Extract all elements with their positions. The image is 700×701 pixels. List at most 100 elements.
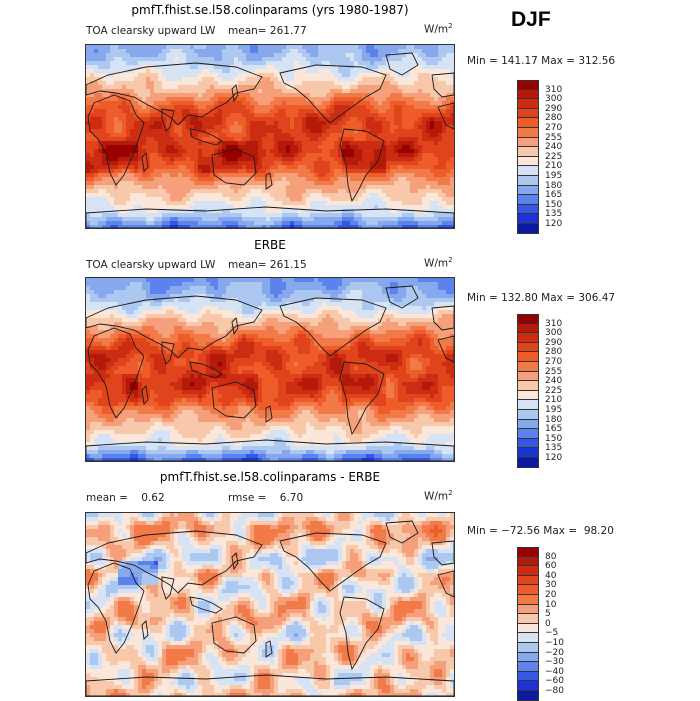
colorbar-swatch (517, 457, 539, 468)
colorbar-tick-label: 225 (545, 151, 563, 162)
coastline (141, 152, 149, 172)
colorbar-swatch (517, 342, 539, 353)
colorbar-swatch (517, 690, 539, 701)
colorbar-swatch (517, 118, 539, 128)
colorbar-swatch (517, 642, 539, 653)
colorbar-swatch (517, 575, 539, 586)
coastline (231, 317, 239, 336)
colorbar-swatch (517, 381, 539, 391)
colorbar-swatch (517, 585, 539, 595)
colorbar-tick-label: 80 (545, 551, 557, 562)
coastline (86, 295, 263, 359)
colorbar-tick-label: 310 (545, 84, 563, 95)
colorbar-tick-label: 60 (545, 561, 557, 572)
coastline (211, 616, 257, 654)
season-label: DJF (511, 8, 551, 31)
coastline (385, 52, 419, 76)
colorbar-tick-label: 280 (545, 113, 563, 124)
coastline (339, 596, 385, 671)
colorbar-tick-label: −80 (545, 686, 564, 696)
colorbar-tick-label: 255 (545, 132, 563, 143)
colorbar-swatch (517, 390, 539, 401)
panel1-mean: mean= 261.77 (228, 25, 307, 37)
coastline (231, 84, 239, 103)
coastline (87, 562, 145, 654)
colorbar-tick-label: 270 (545, 123, 563, 133)
colorbar-tick-label: −60 (545, 676, 564, 687)
colorbar-tick-label: 280 (545, 347, 563, 358)
coastline (431, 72, 454, 98)
colorbar-swatch (517, 89, 539, 100)
colorbar-tick-label: 225 (545, 385, 563, 396)
colorbar-tick-label: −20 (545, 647, 564, 658)
coastline (189, 596, 223, 614)
colorbar-tick-label: 310 (545, 318, 563, 329)
colorbar-swatch (517, 566, 539, 576)
panel3-mean: mean = 0.62 (86, 492, 165, 504)
panel2-mean: mean= 261.15 (228, 259, 307, 271)
coastline (279, 297, 387, 357)
colorbar-tick-label: 195 (545, 171, 563, 181)
colorbar-swatch (517, 662, 539, 672)
colorbar-tick-label: 5 (545, 609, 551, 620)
panel1-minmax: Min = 141.17 Max = 312.56 (467, 55, 616, 67)
colorbar-swatch (517, 214, 539, 224)
colorbar-swatch (517, 175, 539, 186)
coastline (265, 640, 273, 658)
colorbar-swatch (517, 223, 539, 234)
coastline (265, 172, 273, 190)
map-field (86, 513, 454, 696)
colorbar-swatch (517, 594, 539, 605)
colorbar-tick-label: 270 (545, 357, 563, 367)
coastline (86, 530, 263, 594)
coastline (231, 552, 239, 571)
panel1-colorbar: 310 300 290 280 270 255 240 225 210 195 180 165 150 1… (517, 80, 562, 234)
coastline (189, 361, 223, 379)
colorbar-tick-label: −5 (545, 628, 559, 639)
colorbar-tick-label: −40 (545, 666, 564, 677)
coastline (141, 385, 149, 405)
colorbar-swatch (517, 429, 539, 439)
coastline (211, 148, 257, 186)
colorbar-tick-label: 165 (545, 190, 563, 201)
panel3-colorbar: 80 60 40 30 20 10 5 0 −5 −10 −20 −30 −40 −60 −80 (517, 547, 564, 701)
colorbar-tick-label: 290 (545, 337, 563, 348)
coastline (161, 576, 175, 600)
colorbar-tick-label: 20 (545, 590, 557, 600)
colorbar-tick-label: 290 (545, 103, 563, 114)
coastline (87, 327, 145, 419)
colorbar-tick-label: 120 (545, 453, 563, 463)
coastline (437, 570, 454, 598)
colorbar-swatch (517, 323, 539, 334)
colorbar-tick-label: 300 (545, 328, 563, 339)
colorbar-tick-label: 300 (545, 94, 563, 105)
colorbar-swatch (517, 185, 539, 196)
coastline (86, 62, 263, 126)
coastline (86, 206, 454, 228)
colorbar-swatch (517, 604, 539, 615)
colorbar-tick-label: 240 (545, 142, 563, 153)
colorbar-tick-label: 150 (545, 199, 563, 210)
colorbar-swatch (517, 314, 539, 324)
colorbar-tick-label: 240 (545, 376, 563, 387)
panel2-map (85, 277, 455, 462)
panel1-units: W/m2 (424, 22, 453, 36)
colorbar-swatch (517, 400, 539, 410)
coastline (161, 108, 175, 132)
colorbar-tick-label: −30 (545, 657, 564, 668)
colorbar-tick-label: 180 (545, 180, 563, 191)
colorbar-swatch (517, 99, 539, 109)
colorbar-swatch (517, 156, 539, 167)
panel3-title: pmfT.fhist.se.l58.colinparams - ERBE (159, 470, 381, 484)
panel2-title: ERBE (254, 238, 286, 252)
coastline (339, 361, 385, 436)
colorbar-tick-label: 180 (545, 414, 563, 425)
colorbar-tick-label: 30 (545, 580, 557, 591)
panel1-title: pmfT.fhist.se.l58.colinparams (yrs 1980-… (131, 3, 409, 17)
colorbar-swatch (517, 556, 539, 567)
colorbar-tick-label: −10 (545, 638, 564, 648)
colorbar-tick-label: 40 (545, 570, 557, 581)
panel1-field-label: TOA clearsky upward LW (86, 25, 216, 37)
colorbar-swatch (517, 409, 539, 420)
colorbar-tick-label: 135 (545, 443, 563, 454)
